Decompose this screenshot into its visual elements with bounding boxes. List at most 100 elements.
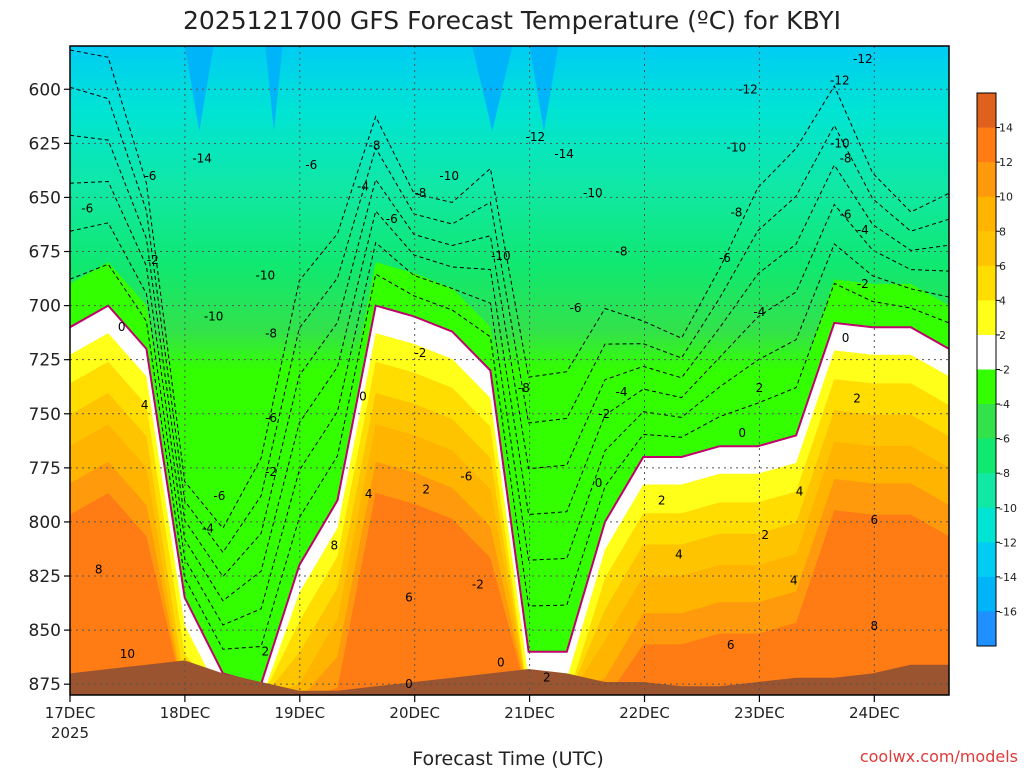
colorbar-swatch: [977, 507, 996, 543]
cold-pocket: [472, 46, 513, 131]
terrain-surface: [70, 660, 949, 695]
contour-label: 4: [790, 573, 798, 587]
contour-label: -4: [202, 521, 214, 535]
contour-label: 2: [756, 381, 764, 395]
y-tick-label: 825: [29, 567, 61, 587]
contour-label: 2: [761, 528, 769, 542]
y-axis: 600 625 650 675 700 725 750 775 800 825 850 875: [29, 80, 70, 695]
contour-label: -4: [616, 385, 628, 399]
colorbar-swatch: [977, 265, 996, 301]
contour-label: -10: [727, 141, 747, 155]
contour-label: -8: [369, 139, 381, 153]
contour-label: -8: [730, 206, 742, 220]
contour-label: 4: [796, 485, 804, 499]
isotherm-neg: [70, 86, 949, 554]
colorbar-tick-label: 10: [999, 191, 1013, 204]
x-tick-label: 23DEC: [734, 704, 785, 722]
contour-label: -6: [460, 470, 472, 484]
colorbar-swatch: [977, 473, 996, 509]
x-tick-label: 21DEC: [504, 704, 555, 722]
contour-label: 2: [658, 493, 666, 507]
contour-label: -12: [526, 130, 546, 144]
colorbar-swatch: [977, 576, 996, 612]
contour-label: -6: [719, 251, 731, 265]
isotherm-neg: [70, 134, 949, 578]
colorbar-swatch: [977, 300, 996, 336]
y-tick-label: 700: [29, 297, 61, 317]
contour-label: 0: [842, 331, 850, 345]
colorbar-swatch: [977, 369, 996, 405]
colorbar-tick-label: -16: [999, 605, 1017, 618]
terrain-fill: [70, 660, 949, 695]
x-axis-year: 2025: [51, 724, 89, 742]
contour-label: -6: [265, 411, 277, 425]
y-tick-label: 750: [29, 405, 61, 425]
chart-title: 2025121700 GFS Forecast Temperature (ºC)…: [183, 6, 841, 35]
contour-label: -6: [144, 169, 156, 183]
colorbar-swatch: [977, 162, 996, 198]
y-tick-label: 625: [29, 134, 61, 154]
isotherm-neg: [70, 180, 949, 602]
contour-label: 10: [120, 647, 135, 661]
contour-label: 0: [359, 389, 367, 403]
colorbar-tick-label: -6: [999, 433, 1010, 446]
x-tick-label: 17DEC: [45, 704, 96, 722]
contour-label: 4: [141, 398, 149, 412]
contour-label: 0: [405, 677, 413, 691]
contour-label: 8: [95, 563, 103, 577]
contour-label: 2: [262, 645, 270, 659]
y-tick-label: 775: [29, 459, 61, 479]
contour-label: -2: [265, 465, 277, 479]
contour-labels: -6 -6 -2 -14 0 4 8 10 -10 -10 -6 -4 -8 -6 -2 2 -6 -4 -8 -6 0…: [81, 52, 878, 691]
x-tick-label: 18DEC: [160, 704, 211, 722]
colorbar-tick-label: -8: [999, 467, 1010, 480]
contour-label: -10: [256, 268, 276, 282]
contour-label: 0: [738, 426, 746, 440]
contour-label: 6: [405, 591, 413, 605]
contour-label: -6: [305, 158, 317, 172]
colorbar-swatch: [977, 231, 996, 267]
band-12: [70, 493, 949, 695]
colorbar-swatch: [977, 93, 996, 129]
contour-label: 0: [595, 476, 603, 490]
contour-label: -10: [583, 186, 603, 200]
contour-label: 6: [727, 638, 735, 652]
contour-label: 2: [853, 392, 861, 406]
contour-label: -6: [81, 201, 93, 215]
colorbar: 14 12 10 8 6 4 2 -2 -4 -6 -8 -10 -12 -14 -16: [976, 92, 1017, 647]
contour-label: -8: [518, 381, 530, 395]
colorbar-tick-label: 2: [999, 329, 1006, 342]
y-tick-label: 600: [29, 80, 61, 100]
x-axis: 17DEC 18DEC 19DEC 20DEC 21DEC 22DEC 23DEC 24DEC: [45, 695, 900, 722]
grid-lines: [70, 46, 949, 695]
colorbar-swatch: [977, 127, 996, 163]
isotherm-neg: [70, 49, 949, 530]
colorbar-swatch: [977, 404, 996, 440]
contour-label: -8: [265, 327, 277, 341]
contour-label: -2: [147, 253, 159, 267]
colorbar-tick-label: -2: [999, 364, 1010, 377]
contour-label: -6: [213, 489, 225, 503]
y-tick-label: 800: [29, 513, 61, 533]
contour-label: -10: [204, 309, 224, 323]
contour-label: -14: [554, 147, 574, 161]
contour-label: -4: [857, 223, 869, 237]
plot-frame: [69, 45, 950, 696]
contour-label: 0: [118, 320, 126, 334]
contour-label: -14: [192, 151, 212, 165]
colorbar-swatch: [977, 611, 996, 647]
colorbar-tick-label: -10: [999, 502, 1017, 515]
contour-label: -8: [414, 186, 426, 200]
cold-pocket: [529, 46, 559, 131]
contour-lines: [70, 49, 949, 686]
contour-label: 8: [870, 619, 878, 633]
y-tick-label: 875: [29, 675, 61, 695]
y-tick-label: 725: [29, 351, 61, 371]
colorbar-swatch: [977, 438, 996, 474]
x-tick-label: 24DEC: [849, 704, 900, 722]
contour-label: -6: [570, 301, 582, 315]
contour-label: 2: [422, 482, 430, 496]
contour-label: -8: [840, 151, 852, 165]
contour-label: -2: [414, 346, 426, 360]
